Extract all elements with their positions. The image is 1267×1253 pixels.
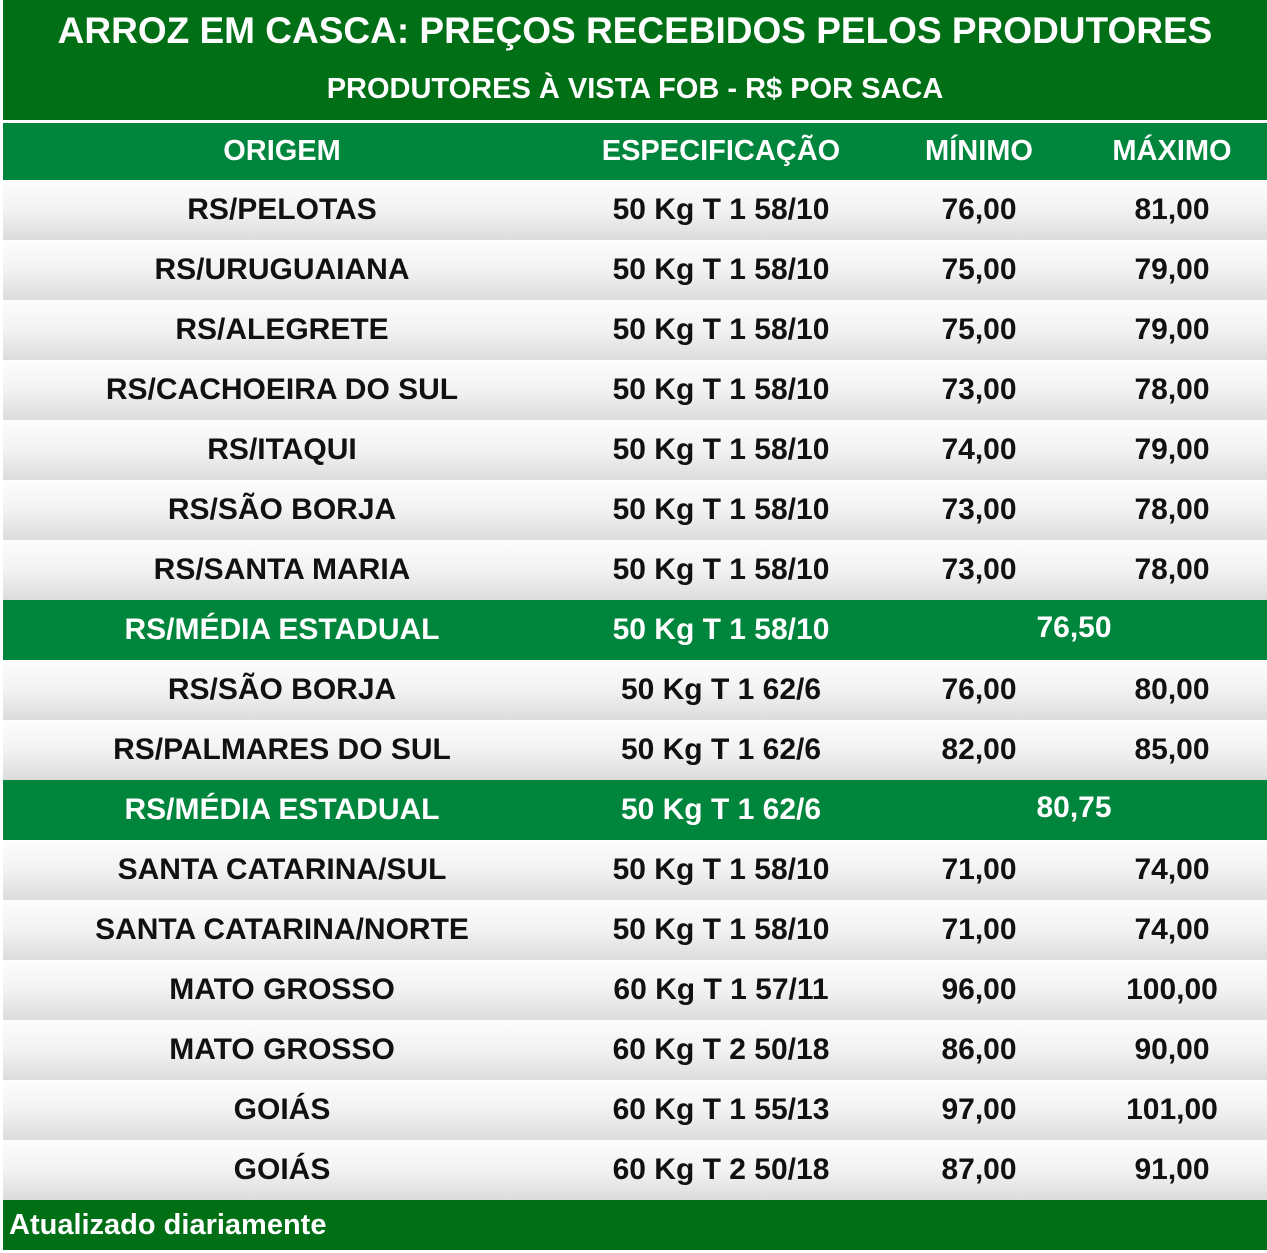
maximo-cell: 101,00 bbox=[1126, 1093, 1218, 1126]
average-row: RS/MÉDIA ESTADUAL 50 Kg T 1 62/6 80,75 bbox=[3, 780, 1267, 840]
especificacao-cell: 50 Kg T 1 62/6 bbox=[620, 673, 822, 706]
especificacao-cell: 50 Kg T 1 58/10 bbox=[612, 373, 830, 406]
table-row: MATO GROSSO 60 Kg T 1 57/11 96,00 100,00 bbox=[3, 960, 1267, 1020]
maximo-cell: 100,00 bbox=[1126, 973, 1218, 1006]
origem-cell: RS/MÉDIA ESTADUAL bbox=[124, 793, 440, 826]
table-row: RS/PALMARES DO SUL 50 Kg T 1 62/6 82,00 … bbox=[3, 720, 1267, 780]
especificacao-cell: 50 Kg T 1 62/6 bbox=[620, 793, 822, 826]
minimo-cell: 73,00 bbox=[941, 373, 1017, 406]
table-row: RS/SANTA MARIA 50 Kg T 1 58/10 73,00 78,… bbox=[3, 540, 1267, 600]
table-row: RS/SÃO BORJA 50 Kg T 1 62/6 76,00 80,00 bbox=[3, 660, 1267, 720]
minimo-cell: 96,00 bbox=[941, 973, 1017, 1006]
origem-cell: RS/ITAQUI bbox=[207, 433, 357, 466]
table-row: SANTA CATARINA/NORTE 50 Kg T 1 58/10 71,… bbox=[3, 900, 1267, 960]
page-title: ARROZ EM CASCA: PREÇOS RECEBIDOS PELOS P… bbox=[57, 10, 1213, 51]
minimo-cell: 97,00 bbox=[941, 1093, 1017, 1126]
table-row: RS/ITAQUI 50 Kg T 1 58/10 74,00 79,00 bbox=[3, 420, 1267, 480]
origem-cell: RS/SÃO BORJA bbox=[167, 493, 397, 526]
especificacao-cell: 50 Kg T 1 58/10 bbox=[612, 553, 830, 586]
page-subtitle: PRODUTORES À VISTA FOB - R$ POR SACA bbox=[326, 73, 944, 105]
minimo-cell: 76,00 bbox=[941, 673, 1017, 706]
maximo-cell: 78,00 bbox=[1134, 553, 1210, 586]
especificacao-cell: 50 Kg T 1 58/10 bbox=[612, 493, 830, 526]
especificacao-cell: 50 Kg T 1 58/10 bbox=[612, 253, 830, 286]
minimo-cell: 71,00 bbox=[941, 913, 1017, 946]
especificacao-cell: 60 Kg T 2 50/18 bbox=[612, 1153, 830, 1186]
maximo-cell: 91,00 bbox=[1134, 1153, 1210, 1186]
table-row: RS/SÃO BORJA 50 Kg T 1 58/10 73,00 78,00 bbox=[3, 480, 1267, 540]
table-row: MATO GROSSO 60 Kg T 2 50/18 86,00 90,00 bbox=[3, 1020, 1267, 1080]
column-header-especificacao: ESPECIFICAÇÃO bbox=[601, 135, 841, 167]
origem-cell: MATO GROSSO bbox=[169, 1033, 395, 1066]
origem-cell: GOIÁS bbox=[233, 1093, 331, 1126]
origem-cell: MATO GROSSO bbox=[169, 973, 395, 1006]
maximo-cell: 78,00 bbox=[1134, 493, 1210, 526]
maximo-cell: 79,00 bbox=[1134, 313, 1210, 346]
origem-cell: SANTA CATARINA/SUL bbox=[117, 853, 447, 886]
maximo-cell: 80,00 bbox=[1134, 673, 1210, 706]
maximo-cell: 79,00 bbox=[1134, 253, 1210, 286]
origem-cell: RS/SÃO BORJA bbox=[167, 673, 397, 706]
especificacao-cell: 50 Kg T 1 58/10 bbox=[612, 853, 830, 886]
especificacao-cell: 50 Kg T 1 58/10 bbox=[612, 433, 830, 466]
column-header-origem: ORIGEM bbox=[223, 135, 341, 167]
especificacao-cell: 50 Kg T 1 58/10 bbox=[612, 193, 830, 226]
average-row: RS/MÉDIA ESTADUAL 50 Kg T 1 58/10 76,50 bbox=[3, 600, 1267, 660]
table-row: RS/PELOTAS 50 Kg T 1 58/10 76,00 81,00 bbox=[3, 180, 1267, 240]
table-row: GOIÁS 60 Kg T 1 55/13 97,00 101,00 bbox=[3, 1080, 1267, 1140]
maximo-cell: 81,00 bbox=[1134, 193, 1210, 226]
table-row: RS/CACHOEIRA DO SUL 50 Kg T 1 58/10 73,0… bbox=[3, 360, 1267, 420]
origem-cell: RS/PELOTAS bbox=[187, 193, 377, 226]
especificacao-cell: 60 Kg T 1 57/11 bbox=[613, 973, 829, 1006]
minimo-cell: 75,00 bbox=[941, 313, 1017, 346]
minimo-cell: 71,00 bbox=[941, 853, 1017, 886]
origem-cell: RS/URUGUAIANA bbox=[154, 253, 410, 286]
origem-cell: RS/MÉDIA ESTADUAL bbox=[124, 613, 440, 646]
especificacao-cell: 50 Kg T 1 62/6 bbox=[620, 733, 822, 766]
minimo-cell: 86,00 bbox=[941, 1033, 1017, 1066]
minimo-cell: 87,00 bbox=[941, 1153, 1017, 1186]
especificacao-cell: 60 Kg T 2 50/18 bbox=[612, 1033, 830, 1066]
origem-cell: SANTA CATARINA/NORTE bbox=[95, 913, 469, 946]
average-price-cell: 76,50 bbox=[1036, 611, 1112, 644]
column-header-maximo: MÁXIMO bbox=[1112, 135, 1232, 167]
minimo-cell: 82,00 bbox=[941, 733, 1017, 766]
minimo-cell: 74,00 bbox=[941, 433, 1017, 466]
title-block: ARROZ EM CASCA: PREÇOS RECEBIDOS PELOS P… bbox=[3, 0, 1267, 120]
origem-cell: RS/CACHOEIRA DO SUL bbox=[105, 373, 459, 406]
table-row: GOIÁS 60 Kg T 2 50/18 87,00 91,00 bbox=[3, 1140, 1267, 1200]
minimo-cell: 73,00 bbox=[941, 493, 1017, 526]
minimo-cell: 76,00 bbox=[941, 193, 1017, 226]
maximo-cell: 90,00 bbox=[1134, 1033, 1210, 1066]
especificacao-cell: 50 Kg T 1 58/10 bbox=[612, 313, 830, 346]
table-header: ORIGEM ESPECIFICAÇÃO MÍNIMO MÁXIMO bbox=[3, 123, 1267, 180]
especificacao-cell: 60 Kg T 1 55/13 bbox=[612, 1093, 830, 1126]
origem-cell: RS/PALMARES DO SUL bbox=[113, 733, 451, 766]
table-row: SANTA CATARINA/SUL 50 Kg T 1 58/10 71,00… bbox=[3, 840, 1267, 900]
especificacao-cell: 50 Kg T 1 58/10 bbox=[612, 913, 830, 946]
maximo-cell: 74,00 bbox=[1134, 913, 1210, 946]
table-row: RS/ALEGRETE 50 Kg T 1 58/10 75,00 79,00 bbox=[3, 300, 1267, 360]
table-row: RS/URUGUAIANA 50 Kg T 1 58/10 75,00 79,0… bbox=[3, 240, 1267, 300]
origem-cell: RS/SANTA MARIA bbox=[153, 553, 411, 586]
especificacao-cell: 50 Kg T 1 58/10 bbox=[612, 613, 830, 646]
maximo-cell: 79,00 bbox=[1134, 433, 1210, 466]
minimo-cell: 73,00 bbox=[941, 553, 1017, 586]
maximo-cell: 85,00 bbox=[1134, 733, 1210, 766]
average-price-cell: 80,75 bbox=[1036, 791, 1112, 824]
maximo-cell: 78,00 bbox=[1134, 373, 1210, 406]
update-note: Atualizado diariamente bbox=[3, 1200, 1267, 1250]
origem-cell: RS/ALEGRETE bbox=[175, 313, 389, 346]
minimo-cell: 75,00 bbox=[941, 253, 1017, 286]
maximo-cell: 74,00 bbox=[1134, 853, 1210, 886]
column-header-minimo: MÍNIMO bbox=[925, 135, 1033, 167]
origem-cell: GOIÁS bbox=[233, 1153, 331, 1186]
